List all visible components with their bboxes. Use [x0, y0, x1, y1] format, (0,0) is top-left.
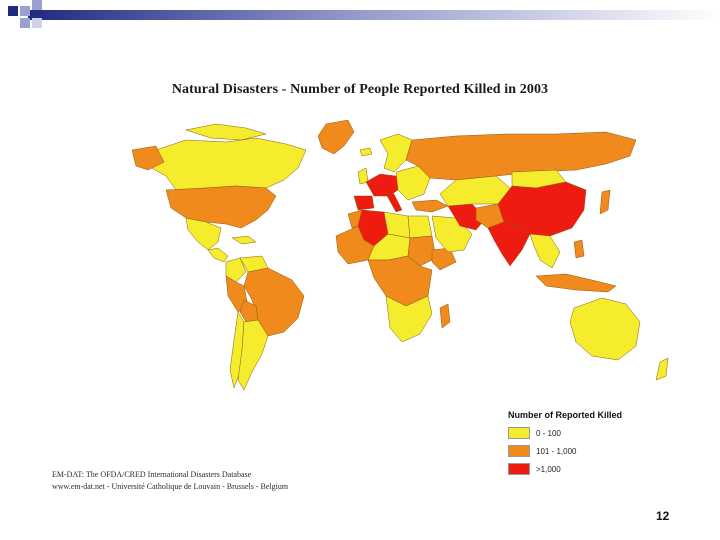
- region-turkey: Turkey: [411, 199, 449, 213]
- source-line-1: EM-DAT: The OFDA/CRED International Disa…: [52, 470, 252, 479]
- map-legend: Number of Reported Killed 0 - 100 101 - …: [508, 410, 668, 479]
- region-iberia: Iberia: [353, 195, 375, 211]
- region-central-africa: Central Africa: [367, 255, 433, 307]
- region-italy: Italy: [385, 193, 403, 213]
- region-united-states: United States: [165, 185, 277, 229]
- region-greenland: Greenland: [317, 119, 355, 155]
- legend-label: >1,000: [536, 464, 561, 474]
- region-russia: Russia: [405, 131, 637, 181]
- region-sudan: Sudan: [407, 235, 437, 267]
- region-philippines: Philippines: [573, 239, 585, 259]
- region-central-america: Central America: [207, 247, 229, 263]
- page-number: 12: [656, 509, 670, 523]
- region-colombia: Colombia: [225, 257, 247, 283]
- region-canada-arctic: Canada: [185, 123, 267, 141]
- legend-item: 0 - 100: [508, 425, 668, 441]
- region-central-asia: Central Asia: [439, 175, 513, 207]
- region-western-europe: Western Europe: [365, 173, 401, 197]
- source-line-2: www.em-dat.net - Université Catholique d…: [52, 482, 289, 491]
- legend-swatch: [508, 427, 530, 439]
- region-alaska: United States: [131, 145, 165, 171]
- slide-header-decoration: [0, 0, 720, 40]
- legend-title: Number of Reported Killed: [508, 410, 623, 420]
- region-brazil: Brazil: [243, 267, 305, 337]
- region-southeast-asia: Southeast Asia: [529, 233, 561, 269]
- region-mexico: Mexico: [185, 217, 222, 251]
- region-australia: Australia: [569, 297, 641, 361]
- legend-swatch: [508, 463, 530, 475]
- region-indonesia: Indonesia: [535, 273, 617, 293]
- region-japan: Japan: [599, 189, 611, 215]
- region-egypt: Egypt: [407, 215, 433, 239]
- region-southern-africa: Southern Africa: [385, 295, 433, 343]
- region-china: China: [497, 181, 587, 237]
- source-credit: EM-DAT: The OFDA/CRED International Disa…: [52, 469, 392, 493]
- region-new-zealand: New Zealand: [655, 357, 669, 381]
- legend-label: 101 - 1,000: [536, 446, 577, 456]
- region-argentina: Argentina: [237, 319, 269, 391]
- region-iceland: Iceland: [359, 147, 373, 157]
- legend-swatch: [508, 445, 530, 457]
- region-madagascar: Madagascar: [439, 303, 451, 329]
- region-canada: Canada: [147, 137, 307, 191]
- legend-item: 101 - 1,000: [508, 443, 668, 459]
- map-title: Natural Disasters - Number of People Rep…: [171, 82, 549, 97]
- world-map: Greenland Canada Canada United States Un…: [131, 119, 669, 391]
- region-scandinavia: Scandinavia: [379, 133, 413, 173]
- legend-item: >1,000: [508, 461, 668, 477]
- legend-label: 0 - 100: [536, 428, 561, 438]
- region-caribbean: Caribbean: [231, 235, 257, 245]
